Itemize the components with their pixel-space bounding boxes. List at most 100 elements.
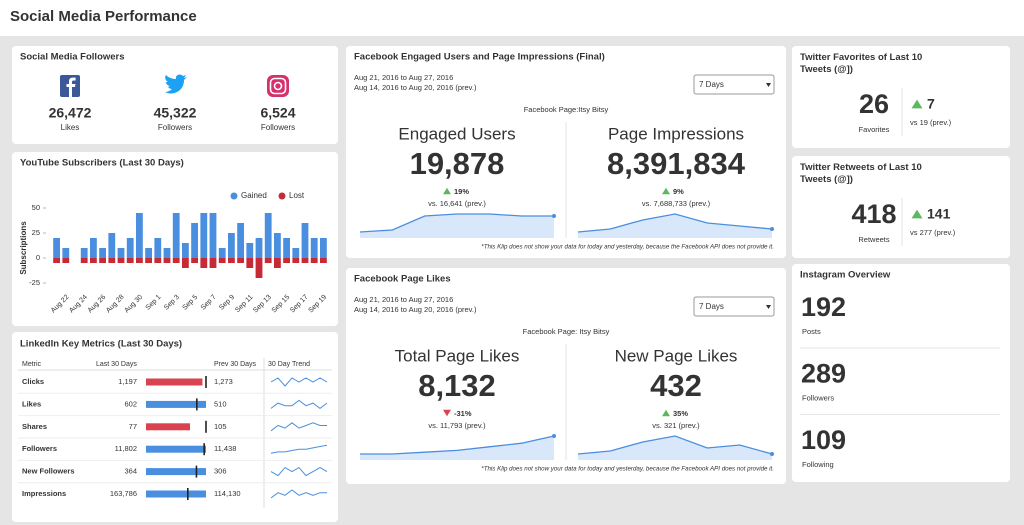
bullet-bar [146, 468, 206, 476]
column-header: Prev 30 Days [214, 361, 257, 368]
metric-value: 109 [801, 425, 846, 455]
prev-value: 11,438 [214, 444, 236, 453]
sparkline [359, 213, 554, 233]
bullet-bar [146, 423, 190, 431]
bar [145, 258, 153, 263]
panel-title: Facebook Engaged Users and Page Impressi… [354, 52, 605, 63]
metric-value: 8,391,834 [607, 146, 746, 181]
bar [126, 258, 134, 263]
spark-area [360, 436, 554, 460]
last-value: 163,786 [110, 489, 137, 498]
metric-label: Posts [802, 327, 821, 336]
panel-title: Social Media Followers [20, 52, 125, 63]
legend-swatch [278, 192, 286, 200]
title-line: Twitter Retweets of Last 10 [800, 162, 924, 173]
bar [209, 213, 217, 258]
spark-end [770, 452, 774, 456]
up-arrow [662, 187, 670, 195]
bar [227, 258, 235, 263]
metric-label: Retweets [858, 235, 890, 244]
period-dropdown-label[interactable]: 7 Days [699, 302, 724, 311]
bar [172, 258, 180, 263]
sparkline [577, 435, 773, 455]
bar [126, 238, 134, 258]
last-value: 11,802 [115, 444, 137, 453]
twitter-icon [165, 74, 187, 94]
sparkline [270, 466, 328, 477]
bar [200, 213, 208, 258]
metric-name: New Page Likes [615, 346, 738, 365]
bar [80, 248, 88, 258]
column-header: Metric [22, 361, 42, 368]
panel-title: YouTube Subscribers (Last 30 Days) [20, 158, 184, 169]
bar [255, 238, 263, 258]
bar [163, 248, 171, 258]
metric-name: Engaged Users [398, 124, 515, 143]
bullet-bar [146, 378, 203, 386]
bar [319, 258, 327, 263]
title-line: Tweets (@]) [800, 64, 853, 75]
bar [292, 258, 300, 263]
date-range: Aug 21, 2016 to Aug 27, 2016 [354, 73, 453, 82]
metric-name: Followers [22, 444, 57, 453]
page-name: Facebook Page:Itsy Bitsy [524, 105, 609, 114]
bar [218, 258, 226, 263]
bar [89, 258, 97, 263]
bar [264, 258, 272, 263]
previous-label: vs. 7,688,733 (prev.) [642, 199, 711, 208]
instagram-icon [267, 75, 289, 97]
metric-label: Followers [802, 393, 834, 402]
period-dropdown[interactable] [693, 74, 775, 95]
spark-end [552, 434, 556, 438]
prev-date-range: Aug 14, 2016 to Aug 20, 2016 (prev.) [354, 305, 477, 314]
up-arrow [911, 209, 923, 219]
sparkline [270, 377, 328, 387]
bullet-bar [146, 490, 206, 498]
instagram-glyph [269, 77, 287, 95]
bar [292, 248, 300, 258]
spark-end [552, 214, 556, 218]
previous-label: vs. 11,793 (prev.) [428, 421, 486, 430]
bar [53, 238, 61, 258]
bar [117, 258, 125, 263]
bar [191, 258, 199, 263]
bar [273, 233, 281, 258]
bar [319, 238, 327, 258]
y-tick-label: 50 [32, 203, 40, 212]
metric-label: Favorites [859, 125, 890, 134]
bar [172, 213, 180, 258]
prev-value: 105 [214, 422, 227, 431]
period-dropdown-label[interactable]: 7 Days [699, 80, 724, 89]
period-dropdown[interactable] [693, 296, 775, 317]
spark-area [578, 436, 772, 460]
bar [53, 258, 61, 263]
facebook-glyph [66, 77, 76, 97]
previous-label: vs. 16,641 (prev.) [428, 199, 486, 208]
last-value: 602 [124, 399, 137, 408]
bar [135, 258, 143, 263]
column-header: Last 30 Days [96, 361, 137, 368]
bar [108, 258, 116, 263]
bar [310, 238, 318, 258]
bar [301, 258, 309, 263]
change-label: 35% [673, 409, 688, 418]
follower-count: 45,322 [154, 105, 197, 121]
panel [792, 156, 1010, 258]
footnote: *This Klip does not show your data for t… [481, 466, 774, 473]
sparkline [270, 399, 328, 410]
spark-area [578, 214, 772, 238]
up-arrow [911, 99, 923, 109]
bullet-bar [146, 400, 206, 408]
sparkline [270, 444, 328, 454]
metric-name: Page Impressions [608, 124, 744, 143]
bar [237, 223, 245, 258]
panel [12, 46, 338, 144]
sparkline [270, 489, 327, 499]
bar [154, 258, 162, 263]
bar [301, 223, 309, 258]
bullet-bar [146, 445, 206, 453]
metric-value: 289 [801, 359, 846, 389]
metric-value: 418 [851, 199, 896, 229]
last-value: 1,197 [118, 377, 137, 386]
previous-label: vs 277 (prev.) [910, 228, 956, 237]
